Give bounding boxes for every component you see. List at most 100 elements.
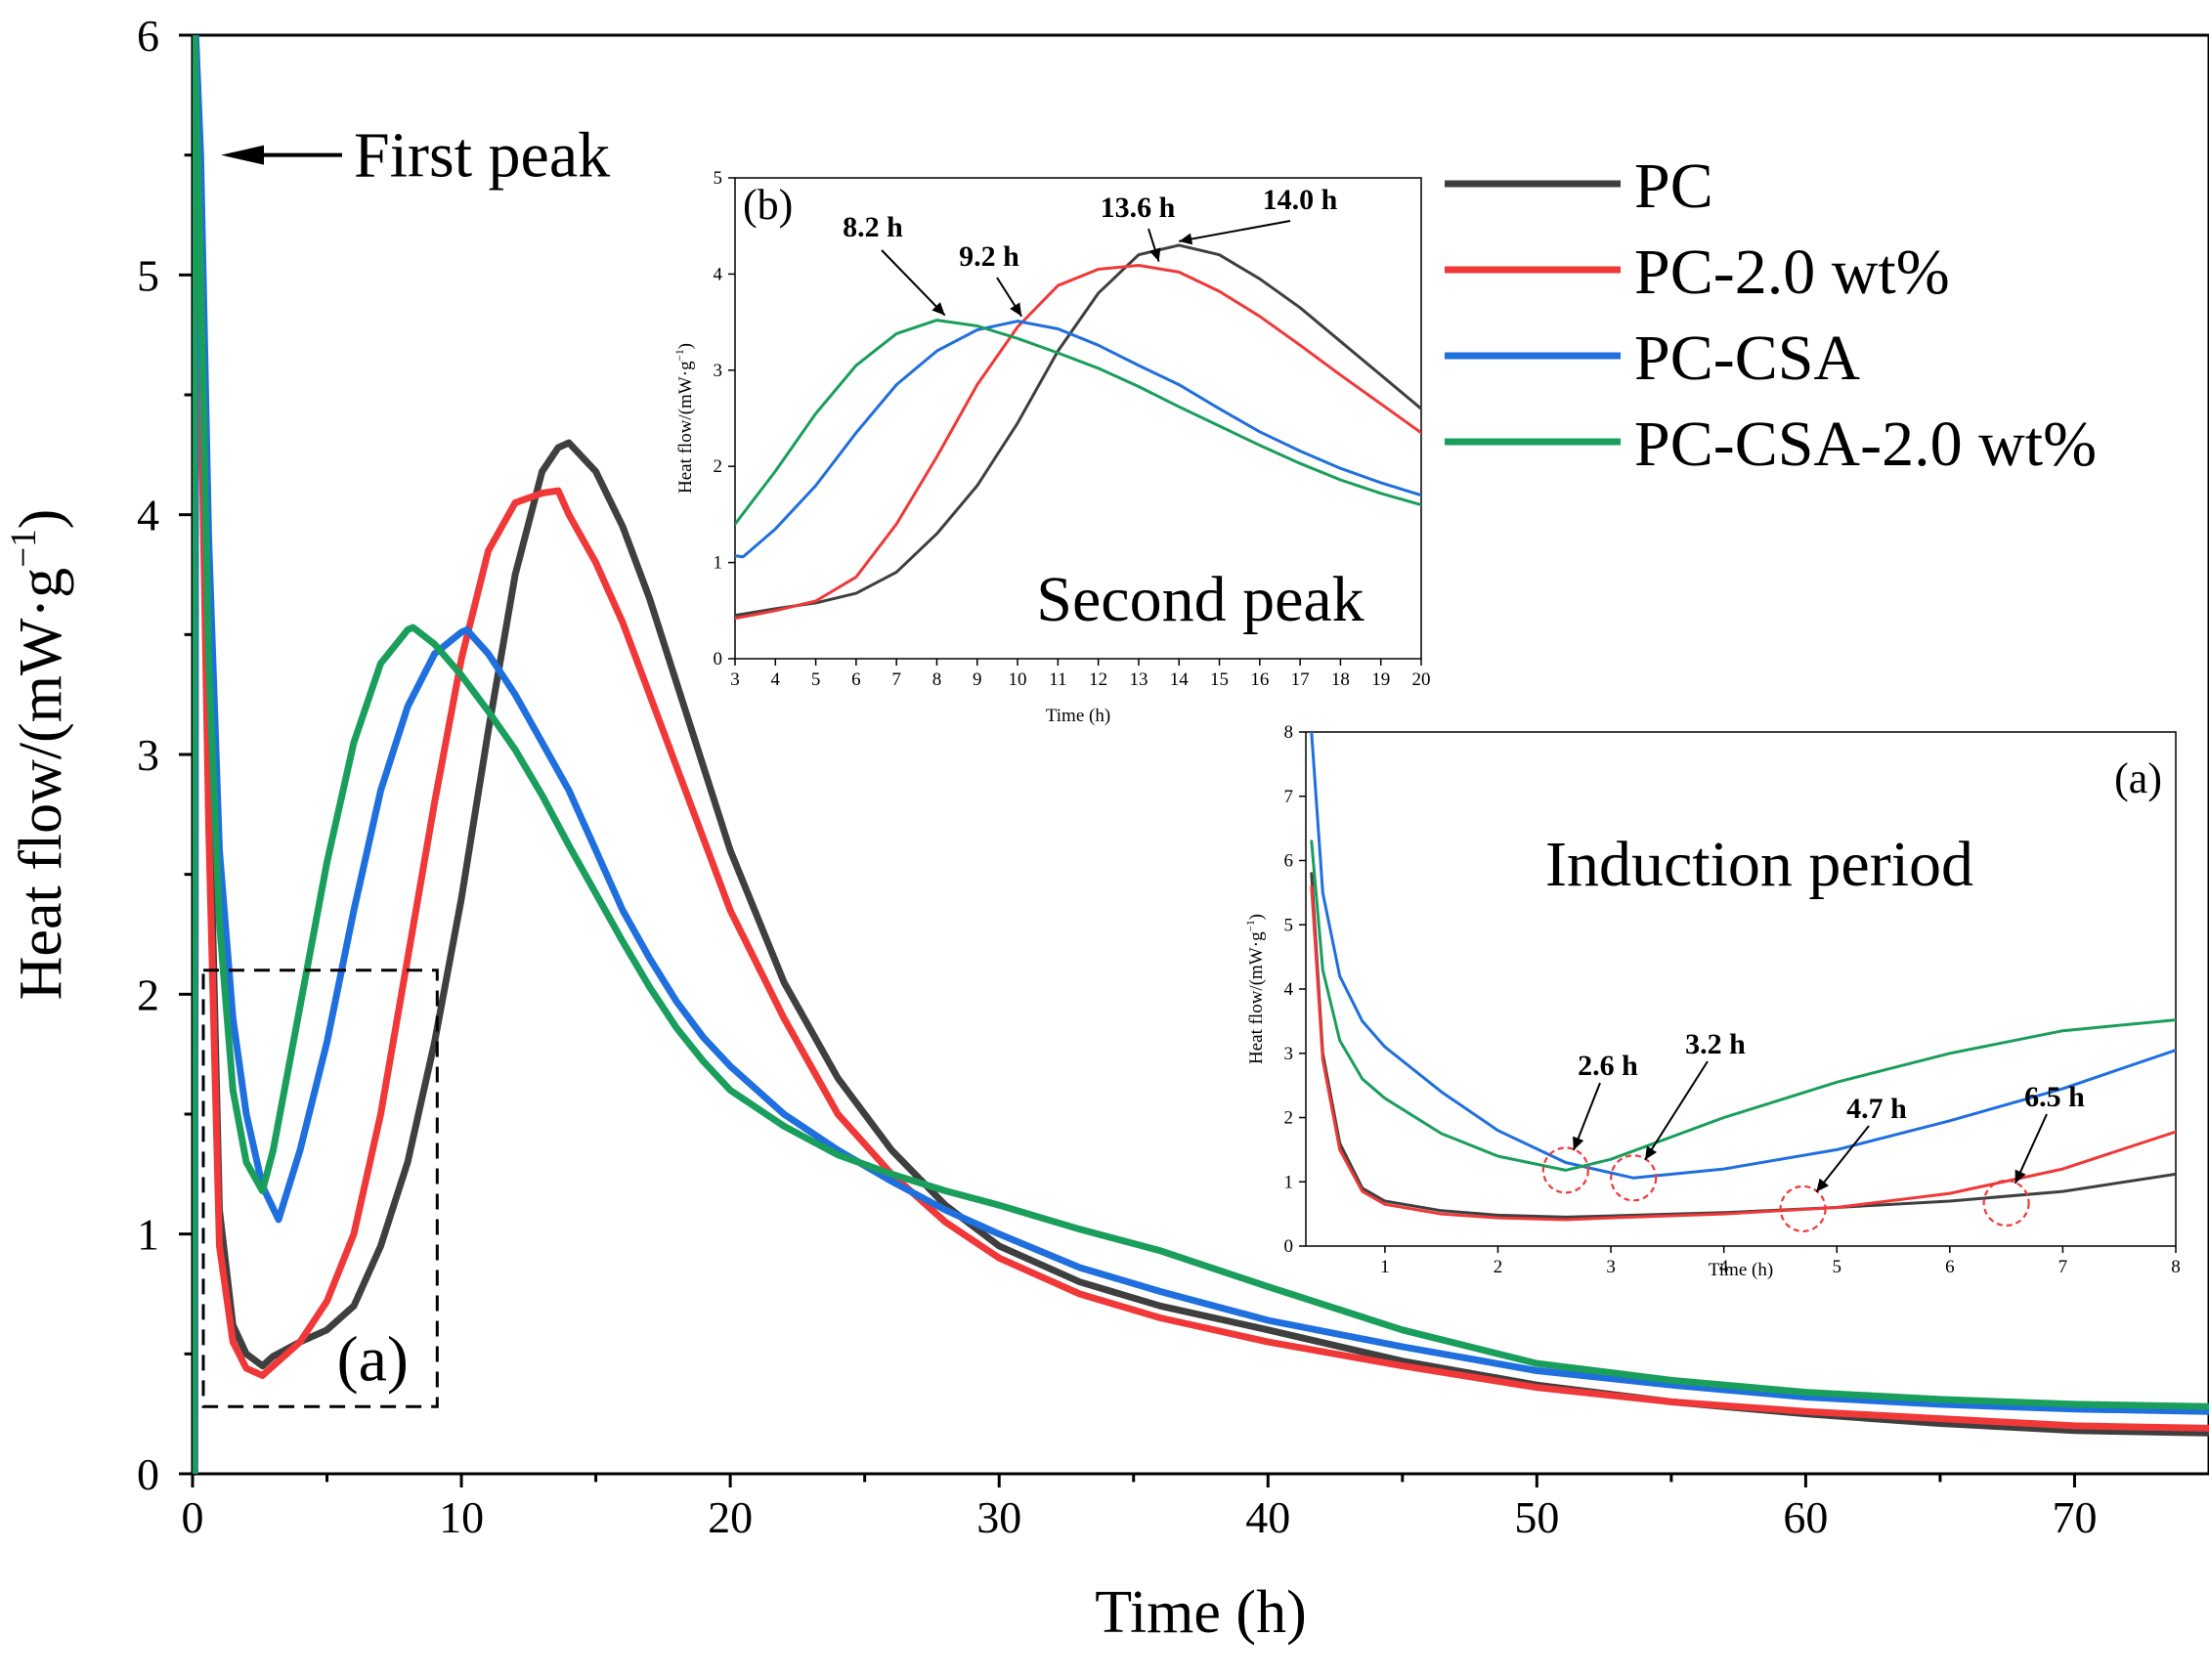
inset-b-xtick-label-20: 20 bbox=[1412, 669, 1431, 690]
main-x-axis-label: Time (h) bbox=[1095, 1579, 1306, 1646]
inset-a-panel-label: (a) bbox=[2114, 754, 2162, 802]
inset-b-y-axis-label-end: ) bbox=[675, 343, 696, 349]
main-series-pc-csa bbox=[193, 35, 2209, 1474]
inset-a-plot: 1 2 3 4 5 6 7 8 0 1 2 3 4 5 6 7 8 Time (h) Heat flow/(mW·g… bbox=[1245, 722, 2181, 1280]
inset-a-xtick-label-5: 5 bbox=[1832, 1257, 1841, 1277]
main-ytick-label-0: 0 bbox=[137, 1449, 159, 1499]
legend-label-pc-2-0-wt: PC-2.0 wt% bbox=[1634, 237, 1950, 308]
inset-a-y-axis-label-sup: −1 bbox=[1245, 920, 1257, 931]
inset-b-xtick-label-14: 14 bbox=[1170, 669, 1190, 690]
inset-b-xtick-label-17: 17 bbox=[1291, 669, 1310, 690]
inset-b-ytick-label-1: 1 bbox=[714, 553, 723, 574]
inset-b-callout-14-0-h: 14.0 h bbox=[1263, 184, 1338, 216]
inset-a-marker-3-2-h bbox=[1610, 1154, 1658, 1202]
inset-b-y-axis-label-sup: −1 bbox=[674, 349, 686, 361]
inset-a-marker-4-7-h bbox=[1779, 1185, 1827, 1232]
main-ytick-label-6: 6 bbox=[137, 11, 159, 61]
main-ytick-label-2: 2 bbox=[137, 969, 159, 1019]
inset-b-callout-9-2-h: 9.2 h bbox=[959, 240, 1019, 273]
inset-a-callout-4-7-h: 4.7 h bbox=[1846, 1093, 1907, 1125]
main-xtick-label-40: 40 bbox=[1245, 1492, 1290, 1542]
inset-a-series-pc-csa bbox=[1310, 732, 2176, 1180]
inset-a-y-axis-label-end: ) bbox=[1246, 914, 1267, 920]
inset-b-callout-13-6-h: 13.6 h bbox=[1101, 192, 1176, 224]
inset-a-series-pc-csa-2-0-wt bbox=[1310, 840, 2176, 1172]
inset-b-series-pc-2-0-wt bbox=[735, 264, 1421, 621]
inset-b-ytick-label-0: 0 bbox=[714, 649, 723, 669]
inset-a-y-axis-label: Heat flow/(mW·g−1) bbox=[1245, 914, 1267, 1064]
inset-b-callout-arrow-8-2-h bbox=[881, 249, 946, 317]
main-xtick-label-70: 70 bbox=[2052, 1492, 2097, 1542]
inset-b-xtick-label-11: 11 bbox=[1049, 669, 1066, 690]
inset-a-series-pc bbox=[1310, 872, 2176, 1219]
inset-b-ytick-label-2: 2 bbox=[714, 456, 723, 477]
inset-b-callout-head-9-2-h bbox=[1010, 302, 1022, 317]
inset-b-panel-label: (b) bbox=[743, 181, 793, 229]
inset-b-x-axis-label: Time (h) bbox=[1046, 706, 1110, 726]
main-xtick-label-50: 50 bbox=[1514, 1492, 1559, 1542]
inset-a-ytick-label-3: 3 bbox=[1284, 1044, 1294, 1064]
inset-b-plot: 3 4 5 6 7 8 9 10 11 12 13 14 15 16 17 18 19 20012345Time … bbox=[674, 168, 1431, 726]
inset-b-callout-arrow-14-0-h bbox=[1179, 220, 1291, 242]
legend-label-pc: PC bbox=[1634, 151, 1713, 222]
first-peak-label: First peak bbox=[354, 120, 610, 192]
inset-a-callout-6-5-h: 6.5 h bbox=[2024, 1081, 2085, 1113]
inset-a-xtick-label-4: 4 bbox=[1719, 1257, 1729, 1277]
inset-b-y-axis-label: Heat flow/(mW·g−1) bbox=[674, 343, 696, 494]
inset-b-xtick-label-10: 10 bbox=[1009, 669, 1027, 690]
inset-b-callout-head-14-0-h bbox=[1179, 233, 1193, 245]
main-xtick-label-30: 30 bbox=[976, 1492, 1021, 1542]
inset-a-callout-head-6-5-h bbox=[2014, 1169, 2026, 1184]
inset-a-frame bbox=[1305, 731, 2177, 1247]
first-peak-arrowhead bbox=[221, 145, 264, 165]
inset-b-callout-head-8-2-h bbox=[931, 302, 945, 316]
inset-b-xtick-label-13: 13 bbox=[1129, 669, 1148, 690]
inset-b-xtick-label-4: 4 bbox=[771, 669, 781, 690]
inset-a-callout-arrow-3-2-h bbox=[1644, 1060, 1709, 1161]
inset-a-ytick-label-8: 8 bbox=[1284, 722, 1294, 743]
inset-b-series-pc bbox=[735, 243, 1421, 618]
main-box-label: (a) bbox=[337, 1323, 409, 1395]
inset-a-xtick-label-8: 8 bbox=[2171, 1257, 2181, 1277]
inset-b-xtick-label-6: 6 bbox=[851, 669, 861, 690]
main-xtick-label-20: 20 bbox=[708, 1492, 753, 1542]
inset-a-xtick-label-6: 6 bbox=[1945, 1257, 1955, 1277]
inset-b-series-pc-csa bbox=[735, 320, 1421, 559]
inset-b-xtick-label-18: 18 bbox=[1331, 669, 1350, 690]
main-induction-box bbox=[201, 969, 439, 1408]
inset-b-ytick-label-5: 5 bbox=[714, 168, 723, 189]
main-xtick-label-0: 0 bbox=[182, 1492, 204, 1542]
inset-b-xtick-label-9: 9 bbox=[973, 669, 982, 690]
inset-a-y-axis-label-base: Heat flow/(mW·g bbox=[1246, 931, 1267, 1064]
inset-b-callout-8-2-h: 8.2 h bbox=[843, 211, 903, 243]
main-y-axis-label-base: Heat flow/(mW·g bbox=[8, 568, 74, 1000]
inset-a-callout-head-4-7-h bbox=[1816, 1178, 1830, 1192]
inset-a-ytick-label-6: 6 bbox=[1284, 851, 1294, 872]
inset-a-callout-head-2-6-h bbox=[1573, 1136, 1584, 1150]
inset-b-y-axis-label-base: Heat flow/(mW·g bbox=[675, 361, 696, 494]
inset-a-ytick-label-4: 4 bbox=[1284, 979, 1294, 1000]
inset-b-xtick-label-8: 8 bbox=[932, 669, 942, 690]
inset-a-callout-3-2-h: 3.2 h bbox=[1685, 1028, 1746, 1060]
inset-a-title: Induction period bbox=[1545, 829, 1973, 900]
inset-b-title: Second peak bbox=[1036, 564, 1364, 635]
inset-b-xtick-label-7: 7 bbox=[891, 669, 901, 690]
main-series-pc-2-0-wt bbox=[193, 35, 2209, 1474]
main-ytick-label-1: 1 bbox=[137, 1210, 159, 1260]
main-xtick-label-60: 60 bbox=[1783, 1492, 1828, 1542]
main-y-axis-label-end: ) bbox=[8, 509, 74, 530]
main-y-axis-label: Heat flow/(mW·g−1) bbox=[4, 509, 74, 1001]
legend-label-pc-csa-2-0-wt: PC-CSA-2.0 wt% bbox=[1634, 409, 2097, 480]
inset-a-callout-head-3-2-h bbox=[1644, 1145, 1658, 1160]
inset-a-ytick-label-5: 5 bbox=[1284, 915, 1294, 935]
inset-b-frame bbox=[734, 177, 1422, 660]
legend-label-pc-csa: PC-CSA bbox=[1634, 323, 1860, 394]
inset-a-marker-2-6-h bbox=[1541, 1146, 1589, 1194]
main-xtick-label-10: 10 bbox=[439, 1492, 484, 1542]
inset-b-series-pc-csa-2-0-wt bbox=[735, 319, 1421, 526]
inset-a-series-pc-2-0-wt bbox=[1310, 884, 2176, 1222]
inset-b-xtick-label-5: 5 bbox=[811, 669, 821, 690]
inset-a-x-axis-label: Time (h) bbox=[1709, 1260, 1773, 1280]
main-series-pc-csa-2-0-wt bbox=[193, 35, 2209, 1474]
